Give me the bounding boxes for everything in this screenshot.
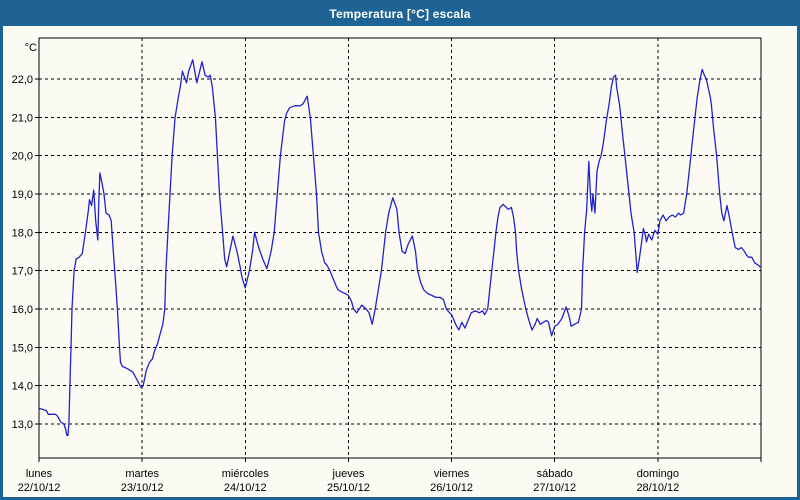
- day-name-label: miércoles: [222, 468, 270, 480]
- y-tick-label: 22,0: [12, 74, 33, 86]
- temperature-line: [39, 59, 761, 437]
- celsius-unit-label: °C: [25, 42, 37, 54]
- temperature-chart: 22,0 21,0 20,0 19,0 18,0 17,0 16,0 15,0 14,0 13,0…: [12, 37, 762, 494]
- day-name-label: martes: [125, 468, 159, 480]
- y-tick-label: 13,0: [12, 419, 33, 431]
- day-name-label: viernes: [434, 468, 470, 480]
- day-date-label: 26/10/12: [430, 482, 473, 494]
- y-tick-label: 17,0: [12, 266, 33, 278]
- y-tick-label: 19,0: [12, 189, 33, 201]
- day-date-label: 23/10/12: [121, 482, 164, 494]
- page-title: Temperatura [°C] escala: [329, 7, 471, 21]
- y-tick-label: 14,0: [12, 381, 33, 393]
- y-tick-label: 20,0: [12, 151, 33, 163]
- day-date-label: 22/10/12: [18, 482, 61, 494]
- day-date-label: 28/10/12: [636, 482, 679, 494]
- y-tick-label: 15,0: [12, 342, 33, 354]
- plot-border: [38, 37, 762, 459]
- day-name-label: jueves: [332, 468, 365, 480]
- day-name-label: domingo: [637, 468, 679, 480]
- day-date-label: 24/10/12: [224, 482, 267, 494]
- day-date-label: 27/10/12: [533, 482, 576, 494]
- y-tick-label: 21,0: [12, 112, 33, 124]
- day-name-label: sábado: [537, 468, 573, 480]
- day-date-label: 25/10/12: [327, 482, 370, 494]
- y-tick-label: 18,0: [12, 227, 33, 239]
- day-name-label: lunes: [26, 468, 53, 480]
- chart-area: 22,0 21,0 20,0 19,0 18,0 17,0 16,0 15,0 14,0 13,0…: [3, 26, 797, 497]
- title-bar: Temperatura [°C] escala: [3, 3, 797, 26]
- y-tick-label: 16,0: [12, 304, 33, 316]
